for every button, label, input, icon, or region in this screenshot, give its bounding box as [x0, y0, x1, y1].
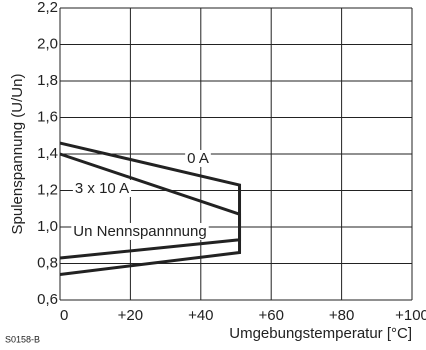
y-tick-label: 1,2 — [37, 181, 58, 198]
annotation-bg — [71, 222, 209, 240]
series-label: 0 A — [187, 150, 209, 167]
y-axis-label: Spulenspannung (U/Un) — [9, 74, 26, 235]
x-tick-label: +80 — [329, 307, 354, 324]
series-line — [59, 152, 242, 260]
y-tick-label: 1,0 — [37, 218, 58, 235]
x-tick-label: 0 — [60, 307, 68, 324]
series-label: 3 x 10 A — [75, 180, 129, 197]
y-tick-label: 1,8 — [37, 72, 58, 89]
y-tick-label: 1,6 — [37, 108, 58, 125]
y-tick-label: 2,0 — [37, 35, 58, 52]
x-tick-label: +40 — [188, 307, 213, 324]
x-axis-label: Umgebungstemperatur [°C] — [229, 325, 412, 342]
y-tick-label: 1,4 — [37, 145, 58, 162]
y-tick-label: 0,8 — [37, 254, 58, 271]
y-tick-label: 0,6 — [37, 291, 58, 308]
x-tick-label: +100 — [395, 307, 426, 324]
x-tick-label: +60 — [258, 307, 283, 324]
annotation: Un Nennspannnung — [73, 223, 206, 240]
x-tick-label: +20 — [118, 307, 143, 324]
series-label-bg — [72, 179, 132, 197]
series-label-bg — [185, 149, 211, 167]
y-tick-label: 2,2 — [37, 0, 58, 16]
footnote: S0158-B — [5, 334, 40, 344]
